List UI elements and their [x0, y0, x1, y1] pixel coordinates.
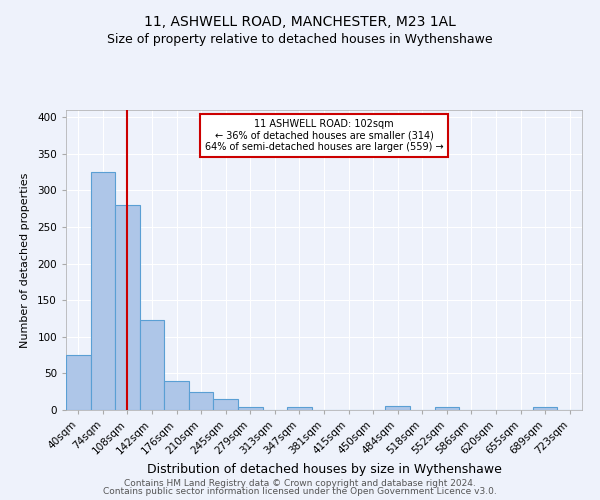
Bar: [385, 406, 410, 410]
Bar: [287, 407, 312, 410]
Text: Size of property relative to detached houses in Wythenshawe: Size of property relative to detached ho…: [107, 32, 493, 46]
Bar: [214, 399, 238, 410]
Bar: [189, 392, 214, 410]
Bar: [238, 407, 263, 410]
Text: 11, ASHWELL ROAD, MANCHESTER, M23 1AL: 11, ASHWELL ROAD, MANCHESTER, M23 1AL: [144, 15, 456, 29]
Y-axis label: Number of detached properties: Number of detached properties: [20, 172, 30, 348]
Text: Contains HM Land Registry data © Crown copyright and database right 2024.: Contains HM Land Registry data © Crown c…: [124, 478, 476, 488]
X-axis label: Distribution of detached houses by size in Wythenshawe: Distribution of detached houses by size …: [146, 463, 502, 476]
Bar: [66, 355, 91, 410]
Bar: [533, 407, 557, 410]
Bar: [434, 407, 459, 410]
Bar: [164, 380, 189, 410]
Bar: [115, 205, 140, 410]
Bar: [140, 320, 164, 410]
Text: Contains public sector information licensed under the Open Government Licence v3: Contains public sector information licen…: [103, 487, 497, 496]
Text: 11 ASHWELL ROAD: 102sqm
← 36% of detached houses are smaller (314)
64% of semi-d: 11 ASHWELL ROAD: 102sqm ← 36% of detache…: [205, 119, 443, 152]
Bar: [91, 172, 115, 410]
